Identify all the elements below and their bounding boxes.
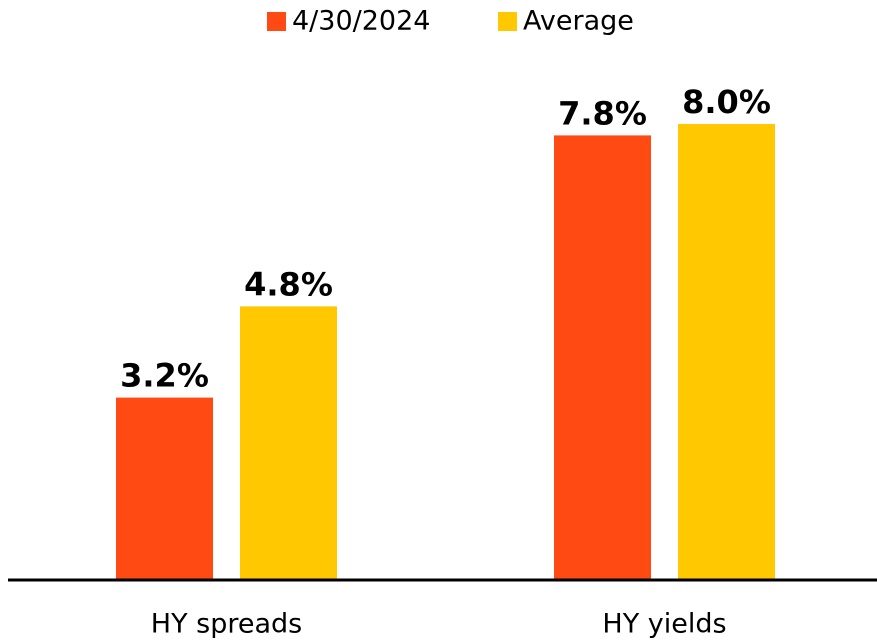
legend-swatch <box>267 12 286 31</box>
legend-swatch <box>498 12 517 31</box>
bar <box>240 306 337 580</box>
legend-label: Average <box>523 6 634 37</box>
bar <box>678 124 775 580</box>
data-label: 8.0% <box>682 83 771 121</box>
bar <box>554 135 651 580</box>
legend-label: 4/30/2024 <box>292 6 430 37</box>
x-tick-label: HY spreads <box>151 609 302 640</box>
x-tick-label: HY yields <box>602 609 726 640</box>
data-label: 4.8% <box>244 265 333 303</box>
data-label: 7.8% <box>558 94 647 132</box>
bar <box>116 397 213 580</box>
data-label: 3.2% <box>120 357 209 395</box>
